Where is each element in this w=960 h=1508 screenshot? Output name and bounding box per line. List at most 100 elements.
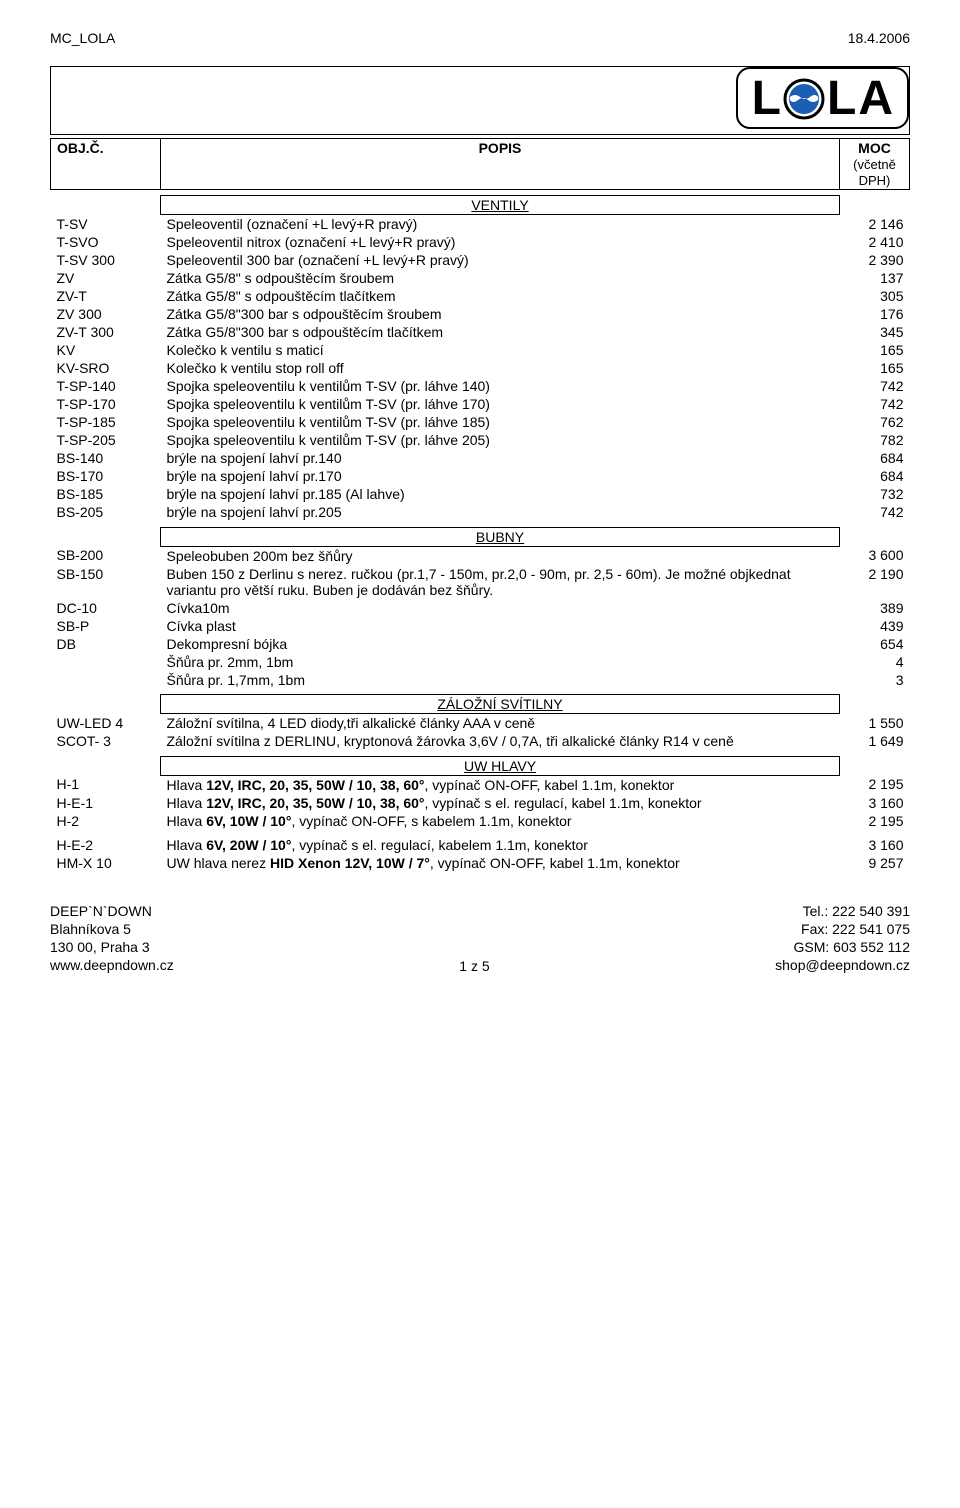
row-code: BS-140 (51, 449, 161, 467)
row-desc: brýle na spojení lahví pr.140 (161, 449, 840, 467)
row-price: 165 (840, 341, 910, 359)
footer-company: DEEP`N`DOWN (50, 902, 174, 920)
row-price: 1 649 (840, 732, 910, 750)
row-price: 345 (840, 323, 910, 341)
row-desc: Speleoventil nitrox (označení +L levý+R … (161, 233, 840, 251)
row-desc: Hlava 12V, IRC, 20, 35, 50W / 10, 38, 60… (161, 794, 840, 812)
table-row: H-1Hlava 12V, IRC, 20, 35, 50W / 10, 38,… (51, 775, 910, 794)
row-code (51, 653, 161, 671)
row-code: SB-200 (51, 546, 161, 565)
footer-left: DEEP`N`DOWN Blahníkova 5 130 00, Praha 3… (50, 902, 174, 975)
row-desc: Cívka10m (161, 599, 840, 617)
row-code: T-SP-140 (51, 377, 161, 395)
footer-right: Tel.: 222 540 391 Fax: 222 541 075 GSM: … (775, 902, 910, 975)
page-footer: DEEP`N`DOWN Blahníkova 5 130 00, Praha 3… (50, 902, 910, 975)
table-row: SB-200Speleobuben 200m bez šňůry3 600 (51, 546, 910, 565)
logo-container: L L A (51, 67, 909, 129)
row-code: T-SP-170 (51, 395, 161, 413)
table-row: BS-185brýle na spojení lahví pr.185 (Al … (51, 485, 910, 503)
row-price: 9 257 (840, 854, 910, 872)
footer-tel: Tel.: 222 540 391 (775, 902, 910, 920)
row-price: 684 (840, 467, 910, 485)
logo-letter-l: L (752, 75, 781, 123)
row-desc: Speleobuben 200m bez šňůry (161, 546, 840, 565)
row-price: 2 195 (840, 812, 910, 830)
table-row: BS-170brýle na spojení lahví pr.170684 (51, 467, 910, 485)
row-desc: Dekompresní bójka (161, 635, 840, 653)
section-title-row: BUBNY (51, 527, 910, 546)
col-header-obj: OBJ.Č. (51, 139, 161, 190)
page-header: MC_LOLA 18.4.2006 (50, 30, 910, 46)
row-price: 305 (840, 287, 910, 305)
row-code: SCOT- 3 (51, 732, 161, 750)
row-desc: Kolečko k ventilu s maticí (161, 341, 840, 359)
row-price: 2 190 (840, 565, 910, 599)
row-code: T-SP-185 (51, 413, 161, 431)
row-desc: Hlava 6V, 10W / 10°, vypínač ON-OFF, s k… (161, 812, 840, 830)
row-price: 742 (840, 377, 910, 395)
row-code: T-SV (51, 215, 161, 234)
table-row: T-SP-205Spojka speleoventilu k ventilům … (51, 431, 910, 449)
row-desc: Šňůra pr. 2mm, 1bm (161, 653, 840, 671)
footer-page-number: 1 z 5 (459, 958, 489, 974)
row-price: 2 410 (840, 233, 910, 251)
row-code: BS-185 (51, 485, 161, 503)
row-code: UW-LED 4 (51, 714, 161, 733)
row-desc: Speleoventil 300 bar (označení +L levý+R… (161, 251, 840, 269)
row-price: 2 195 (840, 775, 910, 794)
row-price: 742 (840, 395, 910, 413)
row-code: T-SV 300 (51, 251, 161, 269)
row-code: ZV-T (51, 287, 161, 305)
row-desc: Zátka G5/8" s odpouštěcím tlačítkem (161, 287, 840, 305)
row-code: SB-P (51, 617, 161, 635)
table-header-row: OBJ.Č. POPIS MOC (včetně DPH) (51, 139, 910, 190)
row-desc: Záložní svítilna z DERLINU, kryptonová ž… (161, 732, 840, 750)
row-desc: Hlava 12V, IRC, 20, 35, 50W / 10, 38, 60… (161, 775, 840, 794)
footer-gsm: GSM: 603 552 112 (775, 938, 910, 956)
row-code: ZV-T 300 (51, 323, 161, 341)
table-row: H-2Hlava 6V, 10W / 10°, vypínač ON-OFF, … (51, 812, 910, 830)
logo: L L A (736, 67, 909, 129)
row-code: ZV 300 (51, 305, 161, 323)
col-header-popis: POPIS (161, 139, 840, 190)
section-title-uwhlavy: UW HLAVY (464, 758, 536, 774)
row-desc: Zátka G5/8"300 bar s odpouštěcím tlačítk… (161, 323, 840, 341)
row-desc: Hlava 6V, 20W / 10°, vypínač s el. regul… (161, 836, 840, 854)
price-table: OBJ.Č. POPIS MOC (včetně DPH) VENTILY T-… (50, 138, 910, 872)
footer-fax: Fax: 222 541 075 (775, 920, 910, 938)
row-price: 165 (840, 359, 910, 377)
row-code: DC-10 (51, 599, 161, 617)
row-code (51, 671, 161, 689)
table-row: BS-140brýle na spojení lahví pr.140684 (51, 449, 910, 467)
row-code: T-SVO (51, 233, 161, 251)
table-row: Šňůra pr. 1,7mm, 1bm3 (51, 671, 910, 689)
row-desc: Kolečko k ventilu stop roll off (161, 359, 840, 377)
footer-street: Blahníkova 5 (50, 920, 174, 938)
table-row: UW-LED 4Záložní svítilna, 4 LED diody,tř… (51, 714, 910, 733)
row-desc: Buben 150 z Derlinu s nerez. ručkou (pr.… (161, 565, 840, 599)
section-title-row: UW HLAVY (51, 756, 910, 775)
row-price: 3 600 (840, 546, 910, 565)
row-desc: UW hlava nerez HID Xenon 12V, 10W / 7°, … (161, 854, 840, 872)
moc-label: MOC (858, 140, 891, 156)
footer-email: shop@deepndown.cz (775, 956, 910, 974)
row-code: H-E-1 (51, 794, 161, 812)
row-price: 782 (840, 431, 910, 449)
row-price: 2 390 (840, 251, 910, 269)
table-row: H-E-1Hlava 12V, IRC, 20, 35, 50W / 10, 3… (51, 794, 910, 812)
table-row: HM-X 10UW hlava nerez HID Xenon 12V, 10W… (51, 854, 910, 872)
row-desc: Šňůra pr. 1,7mm, 1bm (161, 671, 840, 689)
row-desc: Spojka speleoventilu k ventilům T-SV (pr… (161, 377, 840, 395)
row-code: HM-X 10 (51, 854, 161, 872)
row-desc: Spojka speleoventilu k ventilům T-SV (pr… (161, 431, 840, 449)
row-code: KV-SRO (51, 359, 161, 377)
row-price: 3 160 (840, 836, 910, 854)
table-row: SB-150Buben 150 z Derlinu s nerez. ručko… (51, 565, 910, 599)
table-row: T-SP-170Spojka speleoventilu k ventilům … (51, 395, 910, 413)
row-desc: brýle na spojení lahví pr.205 (161, 503, 840, 521)
row-code: BS-170 (51, 467, 161, 485)
table-row: BS-205brýle na spojení lahví pr.205742 (51, 503, 910, 521)
section-title-bubny: BUBNY (476, 529, 524, 545)
row-price: 654 (840, 635, 910, 653)
section-title-row: VENTILY (51, 196, 910, 215)
